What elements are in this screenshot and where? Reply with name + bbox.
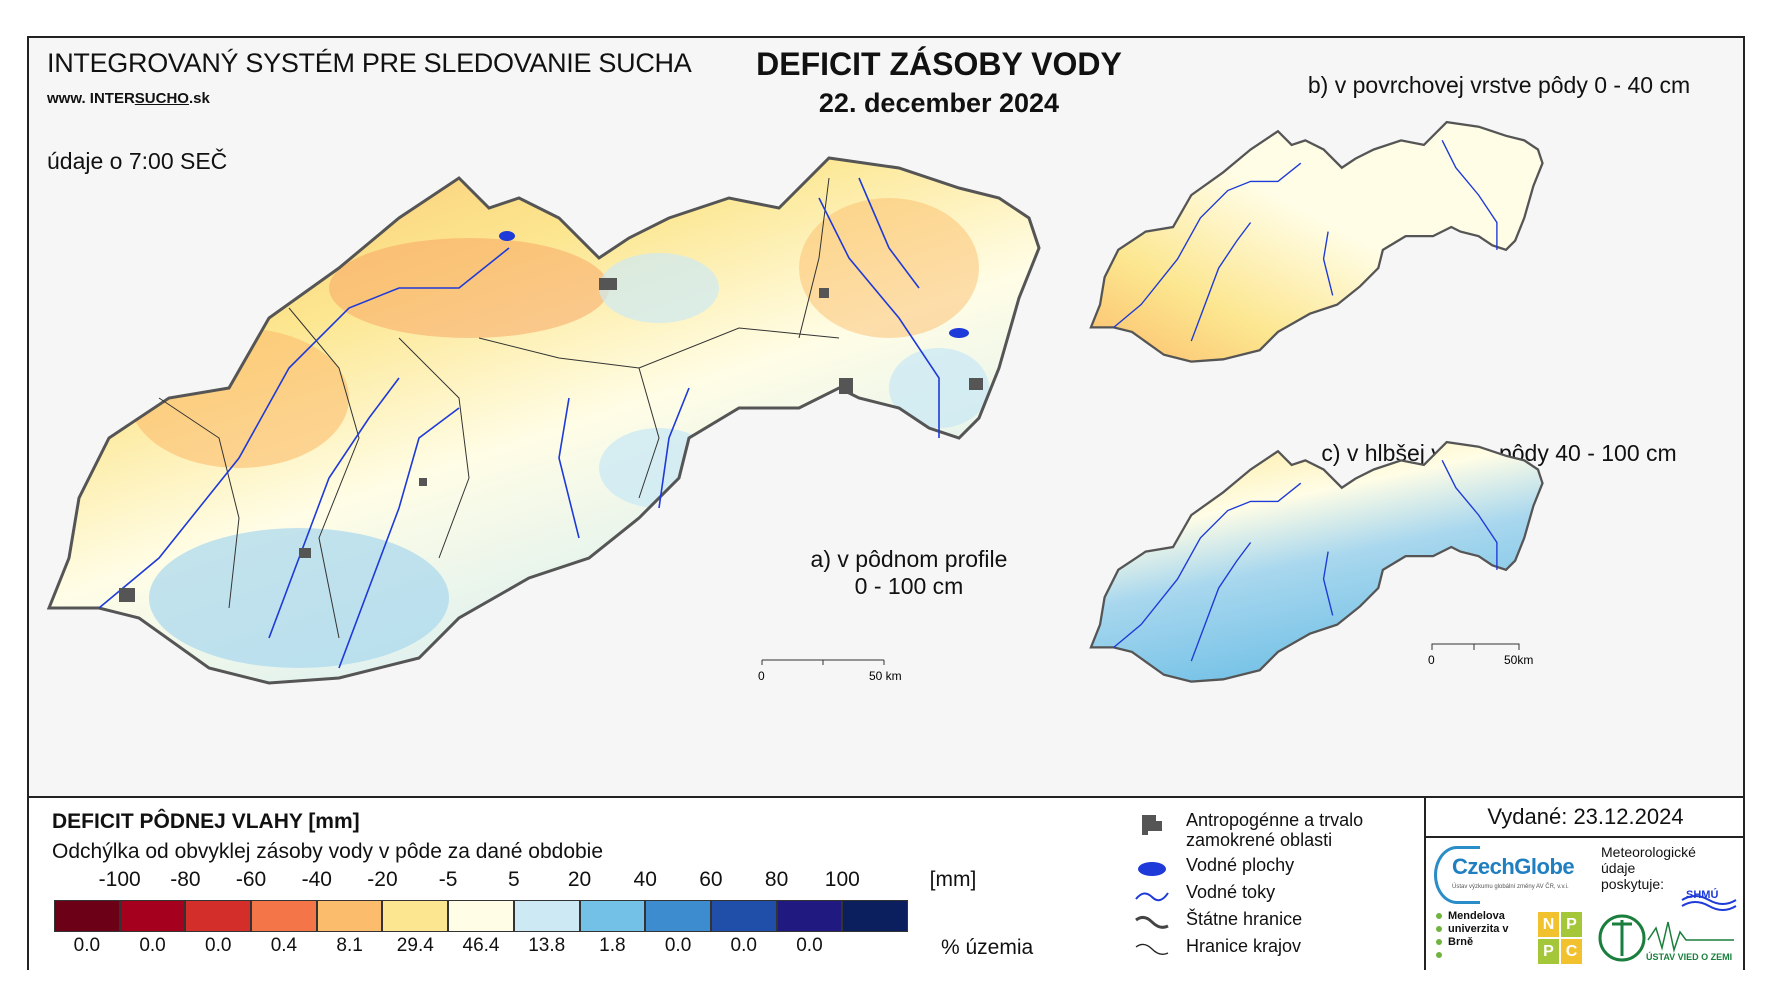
legend-percent: 0.0	[730, 935, 757, 956]
legend-percent: 13.8	[528, 935, 566, 956]
map-date: 22. december 2024	[818, 88, 1060, 118]
map-title: DEFICIT ZÁSOBY VODY	[756, 46, 1122, 82]
legend-tick: -20	[367, 868, 398, 891]
legend-swatch	[710, 900, 777, 932]
state-border-icon	[1135, 915, 1169, 929]
legend-tick: 40	[633, 868, 657, 891]
legend-percent-label: % územia	[941, 936, 1034, 959]
anthropogenic-area-icon	[1142, 815, 1162, 835]
svg-text:0: 0	[1428, 653, 1435, 667]
map-c-deep-layer	[1089, 440, 1544, 683]
data-time: údaje o 7:00 SEČ	[47, 148, 228, 174]
system-title: INTEGROVANÝ SYSTÉM PRE SLEDOVANIE SUCHA	[47, 48, 692, 78]
symbol-water-bodies: Vodné plochy	[1134, 855, 1424, 882]
map-a-label: a) v pôdnom profile 0 - 100 cm	[810, 546, 1008, 599]
svg-text:SHMÚ: SHMÚ	[1686, 888, 1718, 901]
river-icon	[1135, 892, 1169, 902]
svg-text:ÚSTAV VIED O ZEMI: ÚSTAV VIED O ZEMI	[1646, 951, 1732, 962]
legend-swatch	[448, 900, 514, 932]
legend-percent: 0.0	[796, 935, 823, 956]
legend-swatch	[776, 900, 843, 932]
legend-unit: [mm]	[929, 868, 977, 891]
region-border-icon	[1135, 943, 1169, 955]
svg-text:50km: 50km	[1504, 653, 1533, 667]
legend-swatch	[382, 900, 449, 932]
website-url[interactable]: www. INTERSUCHO.sk	[47, 90, 210, 107]
legend-swatch	[119, 900, 186, 932]
legend-swatch	[251, 900, 317, 932]
symbol-rivers: Vodné toky	[1134, 882, 1424, 909]
legend-swatch	[842, 900, 908, 932]
legend-swatch	[645, 900, 711, 932]
legend-tick: 100	[824, 868, 860, 891]
meteo-provider-label: Meteorologické údaje poskytuje:	[1601, 844, 1696, 892]
legend-percent: 1.8	[599, 935, 626, 956]
legend-panel: DEFICIT PÔDNEJ VLAHY [mm] Odchýlka od ob…	[29, 796, 1745, 970]
symbol-anthropogenic: Antropogénne a trvalo zamokrené oblasti	[1134, 810, 1424, 855]
symbol-state-border: Štátne hranice	[1134, 909, 1424, 936]
legend-color-scale	[54, 900, 908, 932]
legend-swatch	[513, 900, 580, 932]
legend-percent: 0.0	[205, 935, 232, 956]
legend-swatch	[54, 900, 120, 932]
legend-tick: -80	[170, 868, 201, 891]
map-area: INTEGROVANÝ SYSTÉM PRE SLEDOVANIE SUCHA …	[29, 38, 1743, 796]
legend-percent: 0.0	[139, 935, 166, 956]
legend-swatch	[185, 900, 252, 932]
legend-tick: 60	[699, 868, 723, 891]
scale-end: 50 km	[869, 669, 902, 683]
legend-percent: 0.0	[664, 935, 692, 956]
legend-percent: 0.0	[73, 935, 101, 956]
mendel-university-logo: Mendelova univerzita v Brně	[1448, 910, 1509, 948]
earth-science-institute-logo: ÚSTAV VIED O ZEMI	[1598, 914, 1734, 962]
main-map: 0 50 km	[47, 156, 1041, 685]
legend-swatch	[316, 900, 383, 932]
issuer-panel: Vydané: 23.12.2024 CzechGlobe Ústav výzk…	[1424, 798, 1745, 970]
map-b-label: b) v povrchovej vrstve pôdy 0 - 40 cm	[1307, 72, 1691, 98]
legend-subtitle: Odchýlka od obvyklej zásoby vody v pôde …	[52, 840, 604, 863]
legend-ticks: -100 -80 -60 -40 -20 -5 5 20 40 60 80 100 [mm]	[29, 868, 989, 898]
symbol-legend: Antropogénne a trvalo zamokrené oblasti …	[1134, 810, 1424, 963]
legend-tick: 5	[508, 868, 520, 891]
legend-swatch	[579, 900, 646, 932]
legend-percent: 0.4	[270, 935, 298, 956]
legend-tick: 20	[567, 868, 592, 891]
map-b-surface-layer	[1089, 120, 1544, 363]
legend-percent: 29.4	[396, 935, 434, 956]
legend-percents: 0.0 0.0 0.0 0.4 8.1 29.4 46.4 13.8 1.8 0.0 0.0 0.0	[29, 935, 989, 965]
map-c-scale-bar: 0 50km	[1428, 643, 1533, 667]
mendel-logo-dots	[1436, 913, 1442, 958]
legend-tick: -5	[438, 868, 458, 891]
legend-tick: -40	[301, 868, 332, 891]
issue-date: Vydané: 23.12.2024	[1426, 804, 1745, 838]
symbol-region-border: Hranice krajov	[1134, 936, 1424, 963]
shmu-logo: SHMÚ	[1681, 888, 1737, 911]
legend-tick: -100	[98, 868, 141, 891]
legend-tick: 80	[764, 868, 789, 891]
legend-percent: 46.4	[462, 935, 500, 956]
legend-tick: -60	[235, 868, 267, 891]
map-figure: INTEGROVANÝ SYSTÉM PRE SLEDOVANIE SUCHA …	[27, 36, 1745, 970]
legend-percent: 8.1	[336, 935, 363, 956]
water-body-icon	[1138, 862, 1166, 876]
czechglobe-logo: CzechGlobe Ústav výzkumu globální změny …	[1434, 846, 1594, 904]
scale-zero: 0	[758, 669, 765, 683]
legend-title: DEFICIT PÔDNEJ VLAHY [mm]	[52, 810, 360, 833]
